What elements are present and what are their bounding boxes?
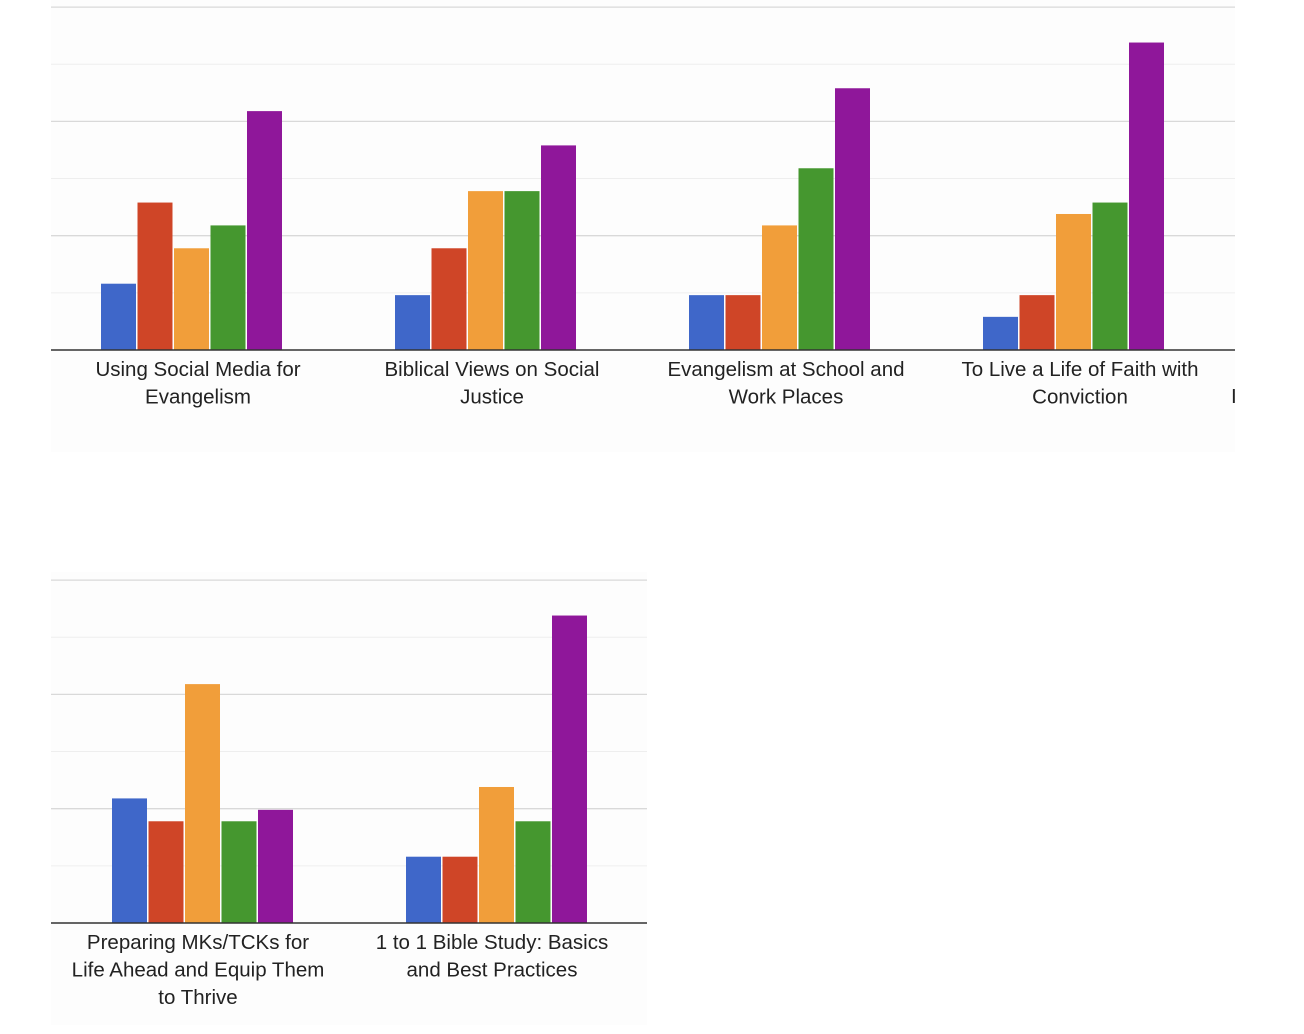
bar-series-3-4 (1056, 213, 1091, 350)
bar-series-5-2 (552, 615, 587, 923)
bar-series-2-1 (137, 202, 173, 350)
bottom-bar-chart: Preparing MKs/TCKs for Life Ahead and Equ… (51, 572, 647, 1025)
category-label: Using Social Media for Evangelism (95, 358, 300, 409)
category-label: 1 to 1 Bible Study: Basics and Best Pract… (376, 931, 608, 982)
bar-series-5-2 (541, 145, 576, 350)
bar-series-1-2 (406, 856, 441, 923)
bar-series-1-4 (983, 316, 1018, 350)
category-label: To Live a Life of Faith with Conviction (961, 358, 1198, 409)
bar-series-5-1 (247, 111, 282, 350)
bar-series-1-1 (101, 283, 136, 350)
bar-series-2-3 (725, 295, 761, 350)
bar-series-3-1 (185, 684, 220, 923)
bar-series-3-2 (479, 786, 514, 923)
bar-series-4-1 (210, 225, 246, 350)
category-label: Evangelism at School and Work Places (667, 358, 904, 409)
bar-series-2-4 (1019, 295, 1055, 350)
bar-series-3-3 (762, 225, 797, 350)
bar-series-4-4 (1092, 202, 1128, 350)
category-label: Biblical Views on Social Justice (385, 358, 600, 409)
truncated-category-label: I (1231, 385, 1237, 408)
bar-series-4-3 (798, 168, 834, 350)
bar-series-3-2 (468, 191, 503, 350)
bar-series-1-1 (112, 798, 147, 923)
bar-series-5-3 (835, 88, 870, 351)
category-label: Preparing MKs/TCKs for Life Ahead and Equ… (72, 931, 325, 1009)
bar-series-1-2 (395, 295, 430, 350)
bar-series-4-2 (504, 191, 540, 350)
bar-series-2-2 (431, 248, 467, 350)
plot-area (51, 572, 647, 1025)
top-bar-chart: Using Social Media for Evangelism Biblical… (51, 0, 1237, 452)
bar-series-1-3 (689, 295, 724, 350)
bar-series-3-1 (174, 248, 209, 350)
bar-series-2-1 (148, 821, 184, 923)
bar-series-2-2 (442, 856, 478, 923)
bar-series-4-1 (221, 821, 257, 923)
bar-series-4-2 (515, 821, 551, 923)
bar-series-5-1 (258, 809, 293, 923)
bar-series-5-4 (1129, 42, 1164, 351)
